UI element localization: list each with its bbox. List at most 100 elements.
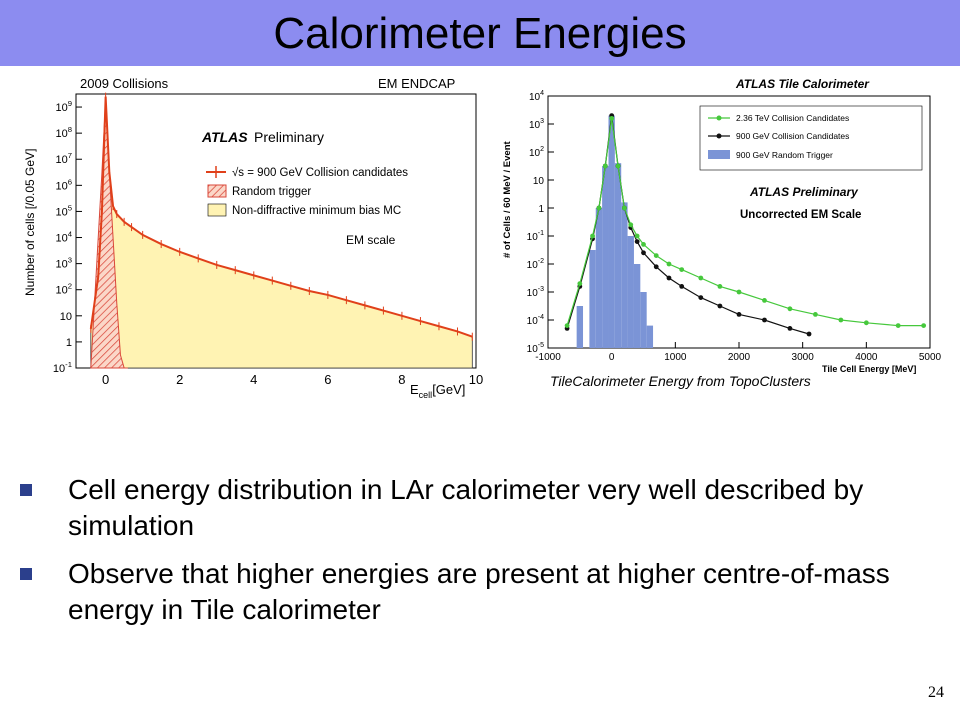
chart2-900gev-point [698,295,704,300]
chart2-random-trigger-bar [576,306,584,348]
chart2-x-tick-label: -1000 [535,352,561,363]
chart1-y-tick-label: 102 [55,282,72,297]
chart2-x-tick-label: 4000 [855,352,878,363]
chart2-236tev-point [564,323,570,328]
chart1-x-tick-label: 4 [250,372,257,387]
chart2-236tev-point [590,233,595,239]
chart2-xlabel: Tile Cell Energy [MeV] [822,364,916,374]
chart2-random-trigger-bar [627,236,634,348]
chart1-legend-3: Non-diffractive minimum bias MC [232,205,401,217]
chart2-legend-1: 2.36 TeV Collision Candidates [736,113,849,123]
chart2-236tev-point [698,275,704,281]
chart2-x-tick-label: 3000 [792,352,815,363]
chart2-y-ticks: 10-5 10-4 10-3 10-2 10-1 1 10 102 103 104 [527,90,554,355]
chart2-236tev-point [628,222,634,228]
bullet-item: Cell energy distribution in LAr calorime… [20,472,920,544]
chart2-legend-2: 900 GeV Collision Candidates [736,131,849,141]
chart2-900gev-point [736,312,742,317]
chart2-y-tick-label: 10-1 [527,230,544,243]
chart2-900gev-point [653,264,659,270]
bullet-item: Observe that higher energies are present… [20,556,920,628]
chart2-900gev-point [806,331,812,337]
chart1-note: EM scale [346,233,396,247]
chart1-x-tick-label: 2 [176,372,183,387]
chart1-y-tick-label: 105 [55,203,72,218]
chart2-236tev-point [641,242,646,247]
chart2-x-tick-label: 2000 [728,352,751,363]
chart2-236tev-point [762,298,767,303]
chart2-random-trigger-bar [602,166,609,348]
chart2-236tev-point [653,253,659,258]
page-number: 24 [928,684,944,701]
chart2-annotation-1: ATLAS Preliminary [749,185,859,199]
chart2-236tev-point [602,163,608,169]
chart2-236tev-line [566,118,924,327]
chart2-y-tick-label: 103 [529,118,544,131]
chart2-y-tick-label: 10-3 [527,286,544,299]
bullet-square-icon [20,568,32,580]
chart2-y-tick-label: 10-4 [527,314,544,327]
chart1-x-tick-label: 10 [469,372,483,387]
chart2-y-tick-label: 10 [533,176,545,187]
chart2-random-trigger-bar [595,208,603,348]
chart1-legend-1: √s = 900 GeV Collision candidates [232,166,408,179]
chart2-random-trigger-bar [646,325,654,348]
chart2-236tev-point [596,205,602,211]
chart2-random-trigger-bar [640,292,647,348]
bullet-text: Observe that higher energies are present… [68,558,890,625]
chart2-236tev-point [863,320,869,326]
chart2-legend-3: 900 GeV Random Trigger [736,150,833,160]
chart2-x-ticks: -1000 0 1000 2000 3000 4000 5000 [535,342,942,363]
chart2-236tev-point [717,284,723,289]
title-bar [0,0,960,66]
chart1-legend-2: Random trigger [232,186,311,198]
chart1-y-tick-label: 106 [55,177,72,192]
chart2-random-trigger-bar [589,250,596,348]
chart2-236tev-point [787,306,793,312]
chart1-x-tick-label: 0 [102,372,109,387]
chart2-y-tick-label: 10-5 [527,342,544,355]
slide-title: Calorimeter Energies [273,9,687,58]
chart2-legend: 2.36 TeV Collision Candidates 900 GeV Co… [699,105,923,171]
chart2-x-tick-label: 1000 [664,352,687,363]
chart2-236tev-point [736,289,742,295]
chart1-ylabel: Number of cells [/0.05 GeV] [23,149,37,296]
chart1-prelim-suffix: Preliminary [254,129,324,145]
chart2-236tev-point [622,205,627,211]
chart2-900gev-point [634,239,640,245]
chart2-236tev-point [679,267,685,272]
chart2-900gev-point [762,317,767,323]
chart2-data-layer [564,113,927,348]
chart2-900gev-point [666,275,672,281]
chart2-x-tick-label: 0 [609,352,615,363]
chart2-236tev-point [577,281,583,286]
chart1-legend: √s = 900 GeV Collision candidates Random… [206,166,408,217]
chart2-caption: TileCalorimeter Energy from TopoClusters [550,373,811,389]
chart2-900gev-point [679,284,685,289]
chart1-y-tick-label: 10 [60,311,72,323]
chart1-y-tick-label: 108 [55,125,72,140]
chart1-header-left: 2009 Collisions [80,76,169,91]
chart1-collision-line [89,96,473,338]
chart2-236tev-point [615,163,621,169]
lar-energy-chart: 2009 Collisions EM ENDCAP 10-11101021031… [18,72,484,408]
chart2-annotation-2: Uncorrected EM Scale [740,209,861,221]
chart2-ylabel: # of Cells / 60 MeV / Event [502,140,513,258]
chart2-random-trigger-bar [614,163,622,348]
chart2-900gev-point [787,326,793,331]
chart1-y-tick-label: 10-1 [53,360,72,375]
chart2-random-trigger-bar [621,202,628,348]
chart2-y-tick-label: 10-2 [527,258,544,271]
chart1-x-tick-label: 6 [324,372,331,387]
chart1-y-tick-label: 107 [55,151,72,166]
chart2-236tev-point [813,312,818,317]
chart1-random-trigger-area [90,99,128,369]
bullet-square-icon [20,484,32,496]
bullet-list: Cell energy distribution in LAr calorime… [20,472,920,640]
chart2-y-tick-label: 1 [538,204,544,215]
chart1-y-tick-label: 109 [55,99,72,114]
chart1-prelim-atlas: ATLAS [201,129,248,145]
chart2-random-trigger-bar [608,115,615,348]
chart2-236tev-point [838,317,844,323]
chart2-236tev-point [666,261,672,267]
